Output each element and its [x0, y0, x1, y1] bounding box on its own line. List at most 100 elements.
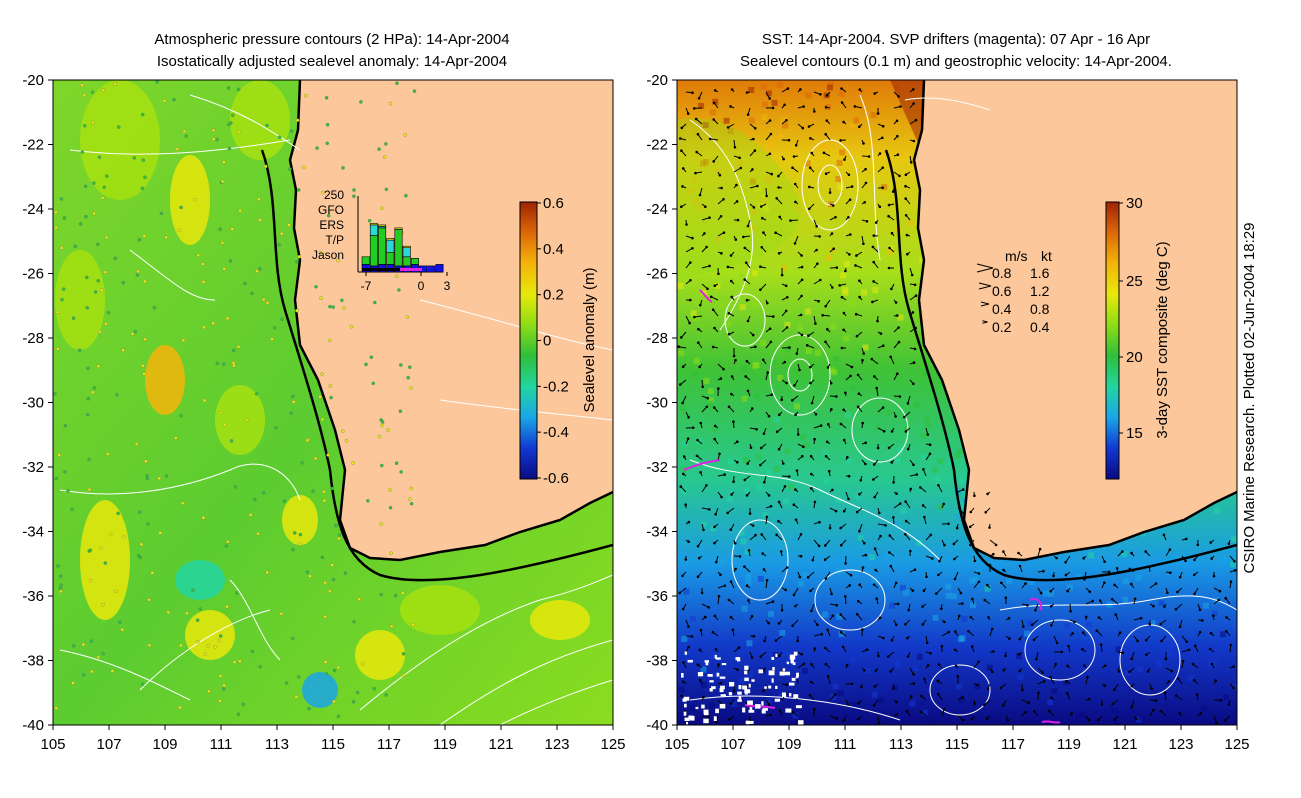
sst-pixel [709, 109, 716, 116]
sst-pixel [1188, 674, 1195, 681]
velocity-arrow [861, 566, 865, 573]
sst-pixel [742, 457, 749, 463]
sst-pixel [760, 340, 767, 347]
velocity-arrow [733, 555, 742, 558]
track-dot [97, 330, 102, 334]
velocity-arrow [905, 233, 911, 237]
velocity-arrow [940, 644, 944, 653]
velocity-arrow [696, 438, 703, 445]
velocity-arrow [877, 123, 885, 128]
track-dot [89, 639, 94, 643]
velocity-arrow [797, 363, 801, 372]
velocity-arrow [1117, 667, 1121, 673]
colorbar-tick-label: 0.2 [543, 287, 564, 304]
velocity-arrow [759, 203, 767, 208]
velocity-arrow [858, 491, 863, 496]
sst-pixel [693, 358, 700, 365]
right-title-line1: SST: 14-Apr-2004. SVP drifters (magenta)… [762, 31, 1150, 48]
velocity-arrow [685, 635, 694, 638]
velocity-arrow [761, 216, 767, 221]
track-dot [235, 591, 239, 595]
sla-anomaly-blob [302, 672, 338, 708]
sst-pixel [757, 545, 764, 552]
velocity-arrow [873, 683, 879, 688]
y-tick-label: -24 [22, 201, 44, 218]
velocity-arrow [729, 615, 735, 621]
track-dot [87, 487, 92, 492]
track-dot [135, 273, 140, 277]
track-dot [241, 702, 246, 707]
velocity-arrow [890, 459, 895, 464]
track-dot [297, 542, 302, 547]
track-dot [238, 659, 242, 663]
velocity-arrow [765, 411, 771, 418]
velocity-arrow [746, 389, 751, 397]
velocity-arrow [813, 647, 817, 653]
velocity-arrow [893, 299, 898, 304]
inset-drifter-marker [400, 268, 422, 271]
sst-pixel [839, 149, 846, 156]
cloud-speck [735, 657, 740, 661]
inset-legend-gfo: GFO [318, 203, 344, 217]
velocity-arrow [763, 635, 767, 643]
y-tick-label: -40 [22, 717, 44, 734]
velocity-arrow [682, 661, 687, 669]
velocity-arrow [872, 260, 879, 269]
velocity-arrow [775, 197, 783, 205]
velocity-arrow [780, 603, 784, 612]
velocity-arrow [829, 715, 839, 720]
track-dot [215, 137, 219, 142]
velocity-arrow [989, 552, 995, 557]
velocity-arrow [842, 328, 847, 333]
sst-pixel [681, 635, 688, 642]
velocity-arrow [685, 91, 694, 94]
velocity-arrow [1128, 667, 1135, 674]
track-dot [91, 120, 95, 125]
inset-bar-tp [402, 256, 411, 267]
cloud-speck [782, 692, 787, 698]
sst-pixel [961, 501, 967, 508]
velocity-arrow [1021, 603, 1029, 607]
velocity-arrow [717, 231, 726, 237]
velocity-arrow [685, 426, 695, 430]
sst-pixel [725, 320, 732, 327]
track-dot [328, 384, 333, 388]
track-dot [324, 96, 329, 100]
velocity-arrow [925, 533, 933, 541]
sst-pixel [677, 283, 684, 289]
velocity-arrow [701, 379, 705, 389]
track-dot [184, 134, 188, 138]
track-dot [295, 259, 299, 264]
velocity-arrow [775, 427, 783, 434]
sst-pixel [755, 185, 761, 192]
track-dot [330, 563, 334, 567]
sst-pixel [690, 310, 697, 317]
velocity-arrow [889, 667, 895, 673]
velocity-arrow [857, 699, 863, 705]
sst-pixel [773, 416, 780, 423]
track-dot [225, 316, 230, 321]
sst-pixel [1122, 578, 1129, 585]
velocity-arrow [921, 504, 927, 509]
sst-pixel [883, 552, 890, 559]
sst-pixel [678, 350, 685, 357]
track-dot [56, 347, 60, 351]
velocity-arrow [1149, 708, 1155, 717]
velocity-arrow [805, 344, 815, 349]
velocity-arrow [840, 295, 847, 301]
track-dot [289, 411, 293, 415]
velocity-arrow [909, 473, 919, 477]
velocity-arrow [844, 555, 847, 565]
sst-pixel [971, 715, 978, 722]
velocity-arrow [1033, 710, 1039, 717]
cloud-speck [684, 717, 690, 722]
velocity-arrow [1227, 699, 1231, 706]
velocity-arrow [749, 137, 755, 141]
sst-pixel [923, 415, 930, 422]
velocity-arrow [877, 651, 880, 658]
velocity-arrow [876, 107, 880, 115]
sst-pixel [757, 575, 764, 582]
velocity-arrow [938, 555, 943, 563]
track-dot [401, 591, 405, 595]
velocity-arrow [985, 715, 991, 721]
